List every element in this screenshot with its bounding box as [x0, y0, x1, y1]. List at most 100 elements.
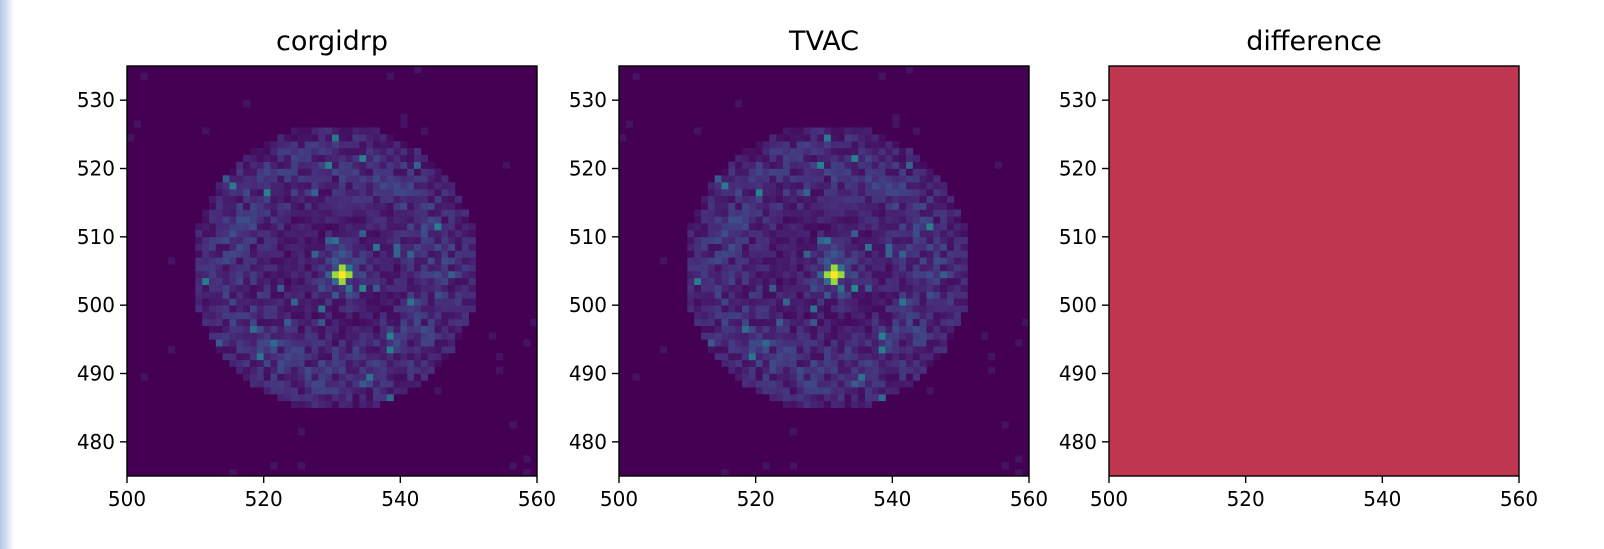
heatmap-pixel: [803, 257, 811, 265]
heatmap-pixel: [332, 175, 340, 183]
heatmap-pixel: [414, 305, 422, 313]
heatmap-pixel: [714, 202, 722, 210]
heatmap-pixel: [414, 66, 422, 74]
heatmap-pixel: [865, 202, 873, 210]
heatmap-pixel: [748, 373, 756, 381]
heatmap-pixel: [243, 271, 251, 279]
heatmap-pixel: [345, 271, 353, 279]
heatmap-pixel: [803, 202, 811, 210]
heatmap-pixel: [386, 366, 394, 374]
heatmap-pixel: [906, 305, 914, 313]
heatmap-pixel: [762, 236, 770, 244]
heatmap-pixel: [906, 271, 914, 279]
heatmap-pixel: [735, 298, 743, 306]
heatmap-pixel: [332, 134, 340, 142]
heatmap-pixel: [393, 325, 401, 333]
heatmap-pixel: [755, 277, 763, 285]
heatmap-pixel: [865, 332, 873, 340]
heatmap-pixel: [776, 257, 784, 265]
heatmap-pixel: [878, 264, 886, 272]
heatmap-pixel: [195, 243, 203, 251]
heatmap-pixel: [769, 216, 777, 224]
heatmap-pixel: [865, 277, 873, 285]
heatmap-pixel: [270, 182, 278, 190]
heatmap-pixel: [858, 353, 866, 361]
heatmap-pixel: [714, 189, 722, 197]
heatmap-pixel: [947, 271, 955, 279]
heatmap-pixel: [878, 359, 886, 367]
heatmap-pixel: [379, 182, 387, 190]
heatmap-pixel: [407, 223, 415, 231]
heatmap-pixel: [297, 127, 305, 135]
heatmap-pixel: [871, 318, 879, 326]
heatmap-pixel: [400, 189, 408, 197]
y-tick-label: 530: [569, 88, 607, 112]
heatmap-pixel: [906, 318, 914, 326]
heatmap-pixel: [885, 154, 893, 162]
heatmap-pixel: [455, 230, 463, 238]
heatmap-pixel: [243, 346, 251, 354]
heatmap-pixel: [824, 339, 832, 347]
heatmap-pixel: [769, 312, 777, 320]
heatmap-pixel: [837, 353, 845, 361]
heatmap-pixel: [851, 318, 859, 326]
heatmap-pixel: [345, 141, 353, 149]
x-tick-label: 520: [737, 487, 775, 511]
heatmap-pixel: [687, 236, 695, 244]
heatmap-pixel: [817, 394, 825, 402]
heatmap-pixel: [871, 230, 879, 238]
heatmap-pixel: [899, 216, 907, 224]
heatmap-pixel: [311, 250, 319, 258]
heatmap-pixel: [427, 312, 435, 320]
heatmap-pixel: [817, 387, 825, 395]
heatmap-pixel: [359, 298, 367, 306]
heatmap-pixel: [427, 168, 435, 176]
heatmap-pixel: [796, 175, 804, 183]
heatmap-pixel: [789, 305, 797, 313]
heatmap-pixel: [735, 359, 743, 367]
heatmap-pixel: [209, 257, 217, 265]
heatmap-pixel: [427, 332, 435, 340]
heatmap-pixel: [694, 236, 702, 244]
heatmap-pixel: [311, 373, 319, 381]
heatmap-pixel: [947, 305, 955, 313]
heatmap-pixel: [263, 366, 271, 374]
heatmap-pixel: [783, 257, 791, 265]
heatmap-pixel: [721, 305, 729, 313]
heatmap-pixel: [400, 113, 408, 121]
heatmap-pixel: [837, 312, 845, 320]
heatmap-pixel: [359, 230, 367, 238]
heatmap-pixel: [229, 175, 237, 183]
heatmap-pixel: [865, 189, 873, 197]
heatmap-pixel: [769, 202, 777, 210]
heatmap-pixel: [263, 148, 271, 156]
heatmap-pixel: [318, 182, 326, 190]
heatmap-pixel: [824, 257, 832, 265]
heatmap-pixel: [338, 353, 346, 361]
heatmap-pixel: [222, 189, 230, 197]
heatmap-pixel: [291, 332, 299, 340]
heatmap-pixel: [427, 346, 435, 354]
heatmap-pixel: [448, 264, 456, 272]
heatmap-pixel: [810, 400, 818, 408]
heatmap-pixel: [906, 264, 914, 272]
heatmap-pixel: [871, 366, 879, 374]
heatmap-pixel: [277, 318, 285, 326]
heatmap-pixel: [277, 148, 285, 156]
heatmap-pixel: [332, 202, 340, 210]
heatmap-pixel: [270, 305, 278, 313]
heatmap-pixel: [338, 127, 346, 135]
heatmap-pixel: [379, 346, 387, 354]
heatmap-pixel: [721, 168, 729, 176]
heatmap-pixel: [345, 346, 353, 354]
heatmap-pixel: [919, 353, 927, 361]
heatmap-pixel: [345, 148, 353, 156]
heatmap-pixel: [776, 394, 784, 402]
heatmap-pixel: [687, 257, 695, 265]
heatmap-pixel: [434, 209, 442, 217]
heatmap-pixel: [291, 264, 299, 272]
heatmap-pixel: [345, 209, 353, 217]
heatmap-pixel: [332, 312, 340, 320]
heatmap-pixel: [940, 312, 948, 320]
heatmap-pixel: [940, 250, 948, 258]
